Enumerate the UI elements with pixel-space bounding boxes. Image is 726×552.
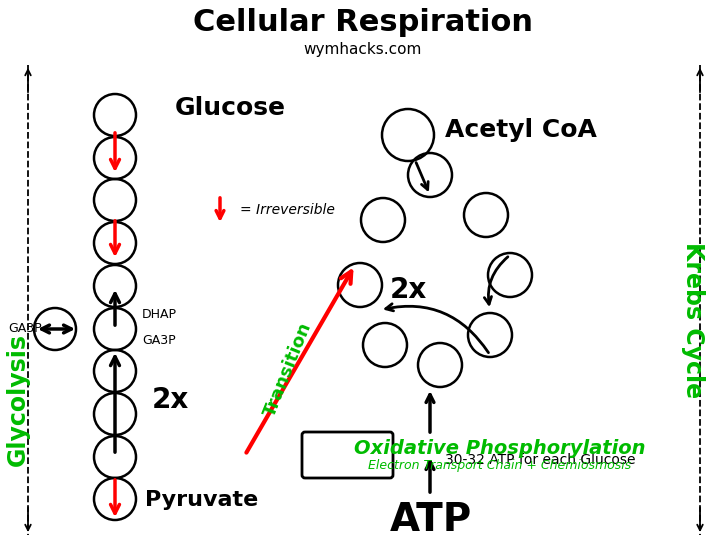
Text: ATP: ATP [390, 501, 472, 539]
Text: Transition: Transition [261, 320, 315, 420]
Text: Oxidative Phosphorylation: Oxidative Phosphorylation [354, 438, 645, 458]
Text: GA3P: GA3P [8, 322, 41, 336]
Text: Pyruvate: Pyruvate [145, 490, 258, 510]
Text: Glucose: Glucose [175, 96, 286, 120]
Text: = Irreversible: = Irreversible [240, 203, 335, 217]
Text: wymhacks.com: wymhacks.com [303, 42, 423, 57]
FancyBboxPatch shape [302, 432, 393, 478]
Text: GA3P: GA3P [142, 333, 176, 347]
Text: DHAP: DHAP [142, 309, 177, 321]
Text: Cellular Respiration: Cellular Respiration [193, 8, 533, 36]
Text: Electron Transport Chain + Chemiosmosis: Electron Transport Chain + Chemiosmosis [368, 459, 632, 471]
Text: 2x: 2x [152, 386, 189, 414]
Text: Acetyl CoA: Acetyl CoA [445, 118, 597, 142]
Text: Krebs Cycle: Krebs Cycle [681, 242, 705, 398]
Text: 2x: 2x [389, 276, 427, 304]
Text: Glycolysis: Glycolysis [6, 333, 30, 466]
Text: 30-32 ATP for each Glucose: 30-32 ATP for each Glucose [445, 453, 635, 467]
